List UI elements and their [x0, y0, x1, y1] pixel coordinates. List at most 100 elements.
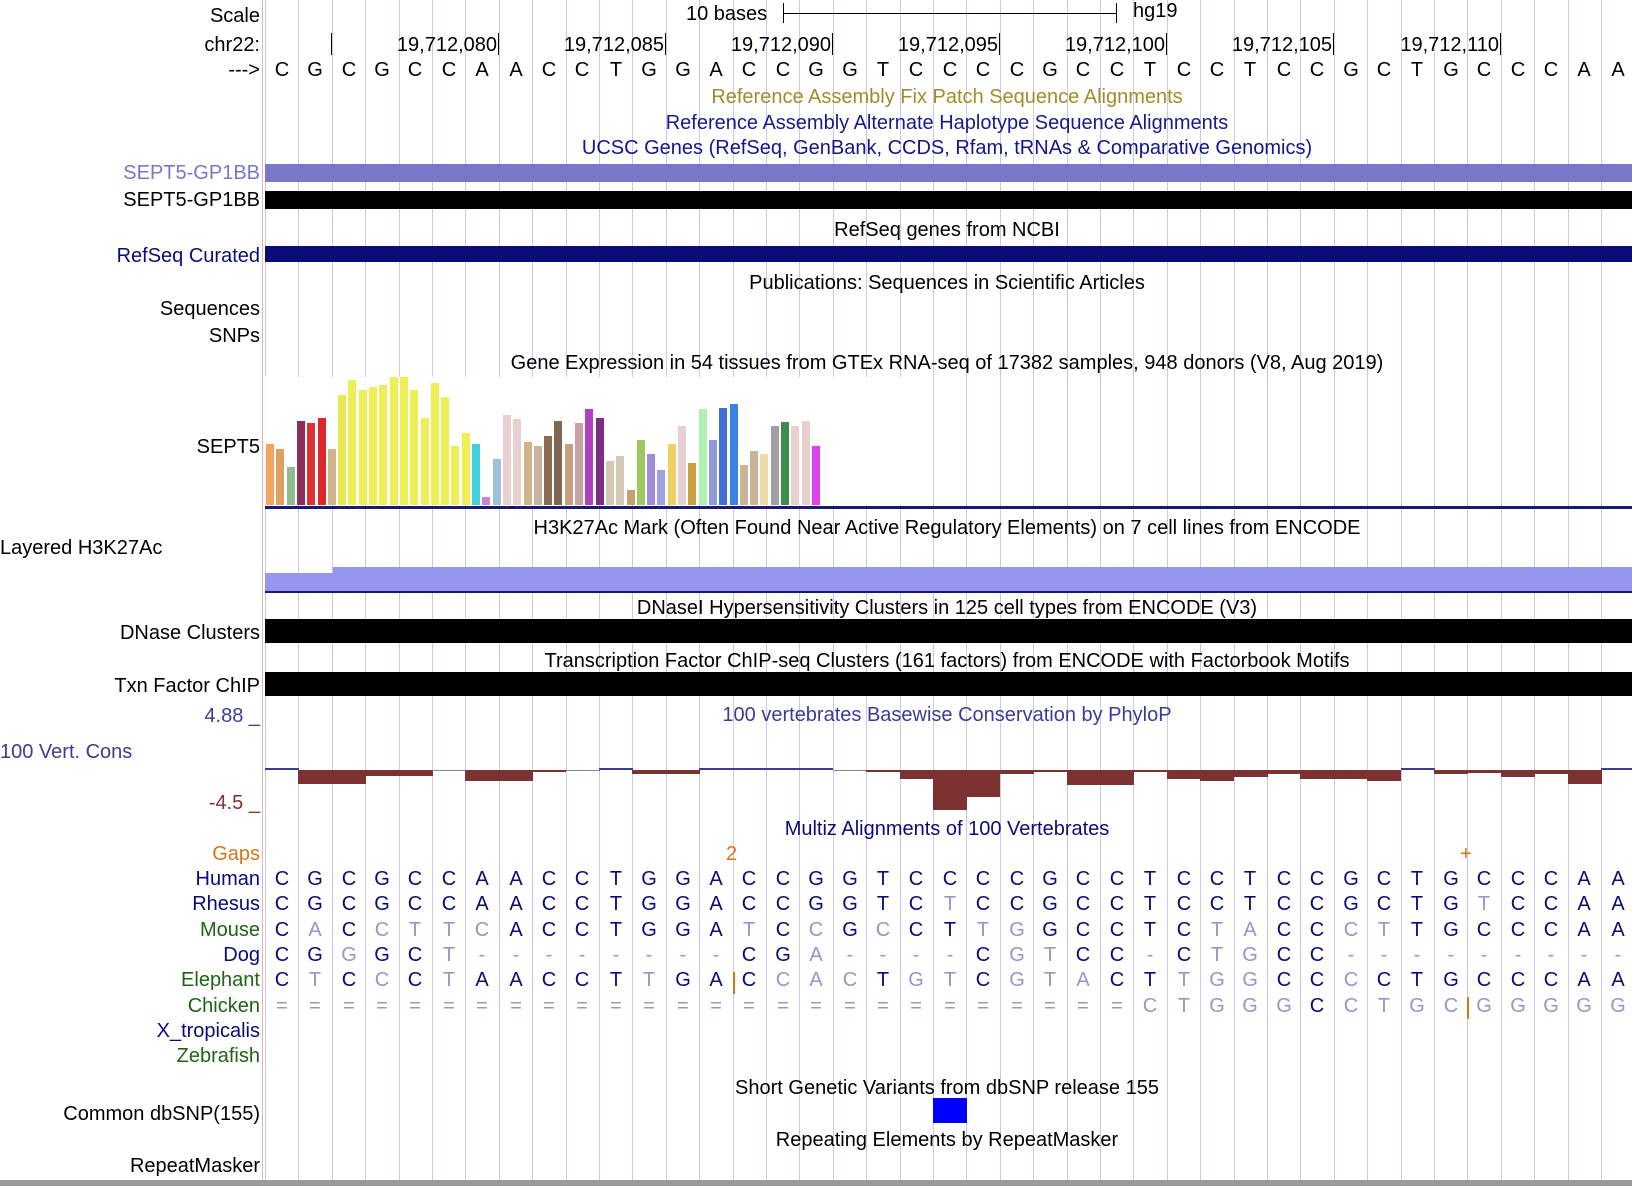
gtex-tissue-bar[interactable] — [678, 426, 686, 505]
gtex-tissue-bar[interactable] — [719, 408, 727, 505]
h3k27ac-label[interactable]: Layered H3K27Ac — [0, 537, 163, 559]
alignment-base: C — [574, 969, 590, 991]
gtex-tissue-bar[interactable] — [760, 454, 768, 505]
refseq-track-title[interactable]: RefSeq genes from NCBI — [834, 219, 1060, 241]
gene-bar-1[interactable] — [265, 164, 1632, 182]
publications-sequences-label[interactable]: Sequences — [159, 298, 260, 320]
gtex-tissue-bar[interactable] — [318, 418, 326, 505]
gtex-tissue-bar[interactable] — [390, 377, 398, 505]
gtex-tissue-bar[interactable] — [421, 418, 429, 505]
species-label-elephant[interactable]: Elephant — [181, 969, 260, 991]
alt-haplotype-track-title[interactable]: Reference Assembly Alternate Haplotype S… — [665, 112, 1229, 134]
gtex-tissue-bar[interactable] — [451, 446, 459, 505]
multiz-track-title[interactable]: Multiz Alignments of 100 Vertebrates — [784, 818, 1110, 840]
gtex-tissue-bar[interactable] — [812, 446, 820, 505]
txn-factor-bar[interactable] — [265, 672, 1632, 696]
snp-variant-box[interactable] — [933, 1098, 967, 1123]
txn-factor-label[interactable]: Txn Factor ChIP — [114, 675, 260, 697]
dnase-track-title[interactable]: DNaseI Hypersensitivity Clusters in 125 … — [636, 597, 1258, 619]
common-dbsnp-label[interactable]: Common dbSNP(155) — [63, 1103, 260, 1125]
gtex-tissue-bar[interactable] — [482, 497, 490, 505]
gtex-tissue-bar[interactable] — [472, 444, 480, 505]
gaps-label[interactable]: Gaps — [212, 843, 260, 865]
repeatmasker-label[interactable]: RepeatMasker — [129, 1155, 260, 1177]
gtex-tissue-bar[interactable] — [740, 465, 748, 505]
gtex-tissue-bar[interactable] — [606, 461, 614, 505]
species-label-chicken[interactable]: Chicken — [187, 995, 260, 1017]
gtex-tissue-bar[interactable] — [688, 463, 696, 505]
dnase-clusters-bar[interactable] — [265, 619, 1632, 643]
species-label-rhesus[interactable]: Rhesus — [192, 893, 260, 915]
gene-bar-2[interactable] — [265, 191, 1632, 209]
species-label-zebrafish[interactable]: Zebrafish — [176, 1045, 260, 1067]
gtex-tissue-bar[interactable] — [565, 444, 573, 505]
gtex-tissue-bar[interactable] — [668, 444, 676, 505]
gtex-tissue-bar[interactable] — [791, 426, 799, 505]
species-label-human[interactable]: Human — [195, 868, 260, 890]
species-label-mouse[interactable]: Mouse — [199, 919, 260, 941]
gtex-tissue-bar[interactable] — [493, 459, 501, 505]
gtex-tissue-bar[interactable] — [410, 390, 418, 505]
h3k27ac-track-title[interactable]: H3K27Ac Mark (Often Found Near Active Re… — [533, 517, 1361, 539]
txn-factor-track-title[interactable]: Transcription Factor ChIP-seq Clusters (… — [544, 650, 1350, 672]
gtex-tissue-bar[interactable] — [596, 418, 604, 505]
phylop-track-title[interactable]: 100 vertebrates Basewise Conservation by… — [722, 704, 1172, 726]
gtex-tissue-bar[interactable] — [287, 467, 295, 505]
gtex-tissue-bar[interactable] — [348, 380, 356, 505]
gtex-tissue-bar[interactable] — [554, 421, 562, 505]
publications-snps-label[interactable]: SNPs — [208, 325, 260, 347]
gtex-tissue-bar[interactable] — [771, 426, 779, 505]
gtex-tissue-bar[interactable] — [627, 490, 635, 505]
gtex-tissue-bar[interactable] — [338, 395, 346, 505]
repeatmasker-track-title[interactable]: Repeating Elements by RepeatMasker — [775, 1129, 1119, 1151]
gtex-tissue-bar[interactable] — [462, 433, 470, 505]
refseq-curated-label[interactable]: RefSeq Curated — [116, 245, 260, 267]
dnase-clusters-label[interactable]: DNase Clusters — [119, 622, 260, 644]
gtex-tissue-bar[interactable] — [266, 444, 274, 505]
gtex-tissue-bar[interactable] — [503, 415, 511, 505]
gtex-tissue-bar[interactable] — [359, 390, 367, 505]
species-label-dog[interactable]: Dog — [223, 944, 260, 966]
phylop-track-label[interactable]: 100 Vert. Cons — [0, 741, 133, 763]
dbsnp-track-title[interactable]: Short Genetic Variants from dbSNP releas… — [735, 1077, 1159, 1099]
alignment-base: - — [1447, 944, 1455, 966]
gtex-tissue-bar[interactable] — [379, 385, 387, 505]
gtex-tissue-bar[interactable] — [657, 470, 665, 505]
gtex-tissue-bar[interactable] — [328, 449, 336, 505]
gtex-tissue-bar[interactable] — [544, 436, 552, 505]
gene-label-septs5-gp1bb-2[interactable]: SEPT5-GP1BB — [123, 189, 260, 211]
gene-label-septs5-gp1bb-1[interactable]: SEPT5-GP1BB — [123, 162, 260, 184]
gtex-tissue-bar[interactable] — [575, 423, 583, 505]
refseq-curated-bar[interactable] — [265, 246, 1632, 262]
gtex-tissue-bar[interactable] — [699, 409, 707, 505]
fix-patch-track-title[interactable]: Reference Assembly Fix Patch Sequence Al… — [711, 86, 1183, 108]
gtex-tissue-bar[interactable] — [781, 422, 789, 505]
gtex-tissue-bar[interactable] — [431, 383, 439, 505]
ruler-tick — [498, 33, 499, 55]
alignment-base: G — [1009, 919, 1025, 941]
gtex-tissue-bar[interactable] — [307, 423, 315, 505]
gtex-tissue-bar[interactable] — [647, 454, 655, 505]
gtex-tissue-bar[interactable] — [534, 446, 542, 505]
gtex-tissue-bar[interactable] — [585, 409, 593, 505]
publications-track-title[interactable]: Publications: Sequences in Scientific Ar… — [749, 272, 1145, 294]
phylop-bar — [1067, 770, 1101, 785]
gtex-gene-label[interactable]: SEPT5 — [196, 436, 260, 458]
gtex-tissue-bar[interactable] — [616, 456, 624, 505]
gtex-tissue-bar[interactable] — [802, 421, 810, 505]
gtex-tissue-bar[interactable] — [369, 387, 377, 505]
gtex-tissue-bar[interactable] — [730, 404, 738, 505]
species-label-x_tropicalis[interactable]: X_tropicalis — [156, 1020, 260, 1042]
gtex-tissue-bar[interactable] — [513, 419, 521, 505]
gtex-tissue-bar[interactable] — [441, 397, 449, 505]
gtex-tissue-bar[interactable] — [750, 451, 758, 505]
ucsc-genes-track-title[interactable]: UCSC Genes (RefSeq, GenBank, CCDS, Rfam,… — [581, 137, 1313, 159]
gtex-tissue-bar[interactable] — [524, 442, 532, 505]
gtex-tissue-bar[interactable] — [709, 440, 717, 505]
gtex-track-title[interactable]: Gene Expression in 54 tissues from GTEx … — [510, 352, 1384, 374]
gtex-tissue-bar[interactable] — [400, 377, 408, 505]
gtex-tissue-bar[interactable] — [297, 421, 305, 505]
gtex-tissue-bar[interactable] — [637, 440, 645, 505]
gtex-tissue-bar[interactable] — [276, 449, 284, 505]
